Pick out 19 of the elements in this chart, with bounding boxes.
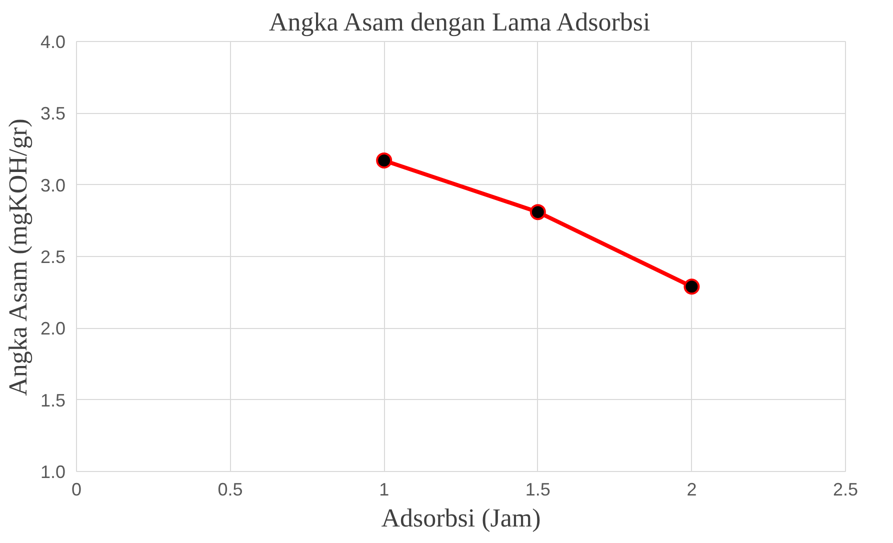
x-axis-title: Adsorbsi (Jam) <box>381 504 541 532</box>
x-tick-label: 2.5 <box>832 480 858 500</box>
point <box>684 278 700 295</box>
chart-title: Angka Asam dengan Lama Adsorbsi <box>268 8 650 36</box>
y-tick-label: 1.0 <box>40 462 66 482</box>
y-tick-label: 1.5 <box>40 390 66 410</box>
x-tick-label: 1.5 <box>525 480 550 500</box>
x-tick-label: 0 <box>71 480 82 500</box>
x-tick-label: 0.5 <box>218 480 243 500</box>
point <box>530 204 546 220</box>
y-tick-label: 3.0 <box>40 175 66 196</box>
y-tick-label: 3.5 <box>40 104 66 124</box>
y-axis-title: Angka Asam (mgKOH/gr) <box>3 118 32 396</box>
y-tick-label: 2.5 <box>40 247 66 267</box>
point <box>376 152 392 168</box>
x-tick-label: 2 <box>686 480 697 500</box>
y-tick-label: 2.0 <box>40 318 66 339</box>
y-tick-label: 4.0 <box>40 32 66 52</box>
x-tick-label: 1 <box>379 480 390 500</box>
